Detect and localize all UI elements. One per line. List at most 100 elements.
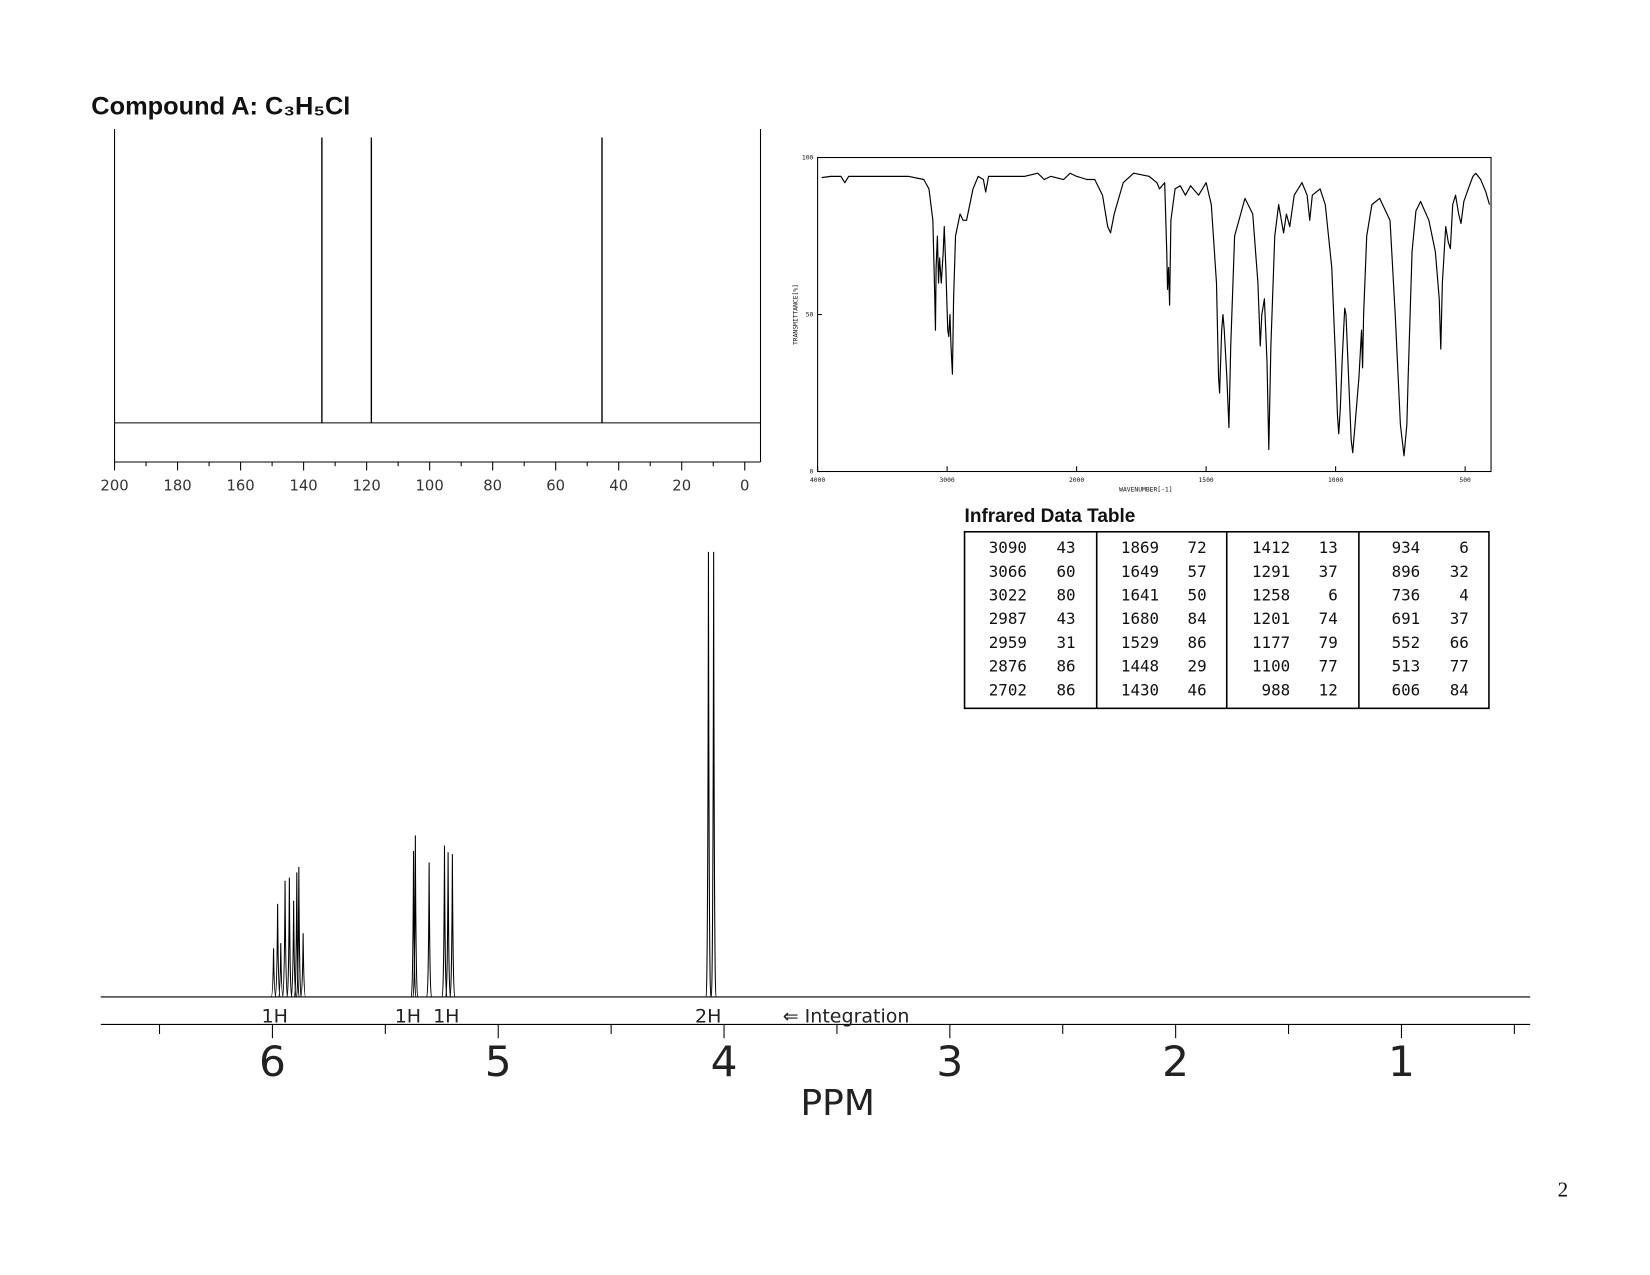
ir-spectrum — [821, 172, 1491, 457]
table-cell: 6 — [1328, 586, 1338, 605]
nmr-peak — [426, 862, 432, 998]
x-tick-label: 140 — [289, 477, 317, 494]
x-tick-label: 120 — [353, 477, 381, 494]
x-tick-label: 0 — [740, 477, 749, 494]
table-cell: 1869 — [1121, 538, 1159, 557]
x-tick-label: 60 — [546, 477, 565, 494]
x-tick-label: 160 — [226, 477, 254, 494]
table-cell: 84 — [1450, 680, 1469, 699]
table-cell: 86 — [1056, 657, 1075, 676]
table-cell: 37 — [1319, 562, 1338, 581]
integration-label: 1H — [433, 1006, 459, 1028]
table-cell: 37 — [1450, 609, 1469, 628]
table-cell: 896 — [1392, 562, 1421, 581]
table-cell: 934 — [1392, 538, 1421, 557]
x-tick-label: 4 — [711, 1037, 738, 1086]
nmr-peak — [277, 943, 284, 998]
table-cell: 77 — [1319, 657, 1338, 676]
table-cell: 691 — [1392, 609, 1421, 628]
nmr-peak — [282, 880, 288, 998]
table-cell: 1177 — [1252, 633, 1290, 652]
table-cell: 736 — [1392, 586, 1421, 605]
x-tick-label: 3000 — [939, 477, 954, 484]
table-cell: 513 — [1392, 657, 1421, 676]
nmr-peak — [410, 850, 417, 998]
table-cell: 3066 — [989, 562, 1027, 581]
nmr-peak — [293, 872, 300, 998]
table-cell: 12 — [1319, 680, 1338, 699]
table-cell: 79 — [1319, 633, 1338, 652]
table-cell: 86 — [1056, 680, 1075, 699]
y-tick-label: 0 — [810, 469, 814, 476]
nmr-peak — [295, 866, 302, 998]
table-cell: 29 — [1188, 657, 1207, 676]
x-tick-label: 2 — [1162, 1037, 1189, 1086]
table-cell: 60 — [1056, 562, 1075, 581]
table-cell: 50 — [1188, 586, 1207, 605]
x-tick-label: 3 — [936, 1037, 963, 1086]
table-cell: 74 — [1319, 609, 1338, 628]
nmr-peak — [710, 551, 717, 998]
table-cell: 1430 — [1121, 680, 1159, 699]
x-tick-label: 5 — [485, 1037, 512, 1086]
table-cell: 3090 — [989, 538, 1027, 557]
annotation: ⇐ Integration — [783, 1006, 910, 1028]
x-axis-label: PPM — [801, 1083, 875, 1124]
x-tick-label: 500 — [1459, 477, 1471, 484]
x-tick-label: 80 — [483, 477, 502, 494]
table-title: Infrared Data Table — [965, 506, 1136, 527]
table-cell: 1680 — [1121, 609, 1159, 628]
table-cell: 1529 — [1121, 633, 1159, 652]
y-axis-label: TRANSMITTANCE[%] — [792, 284, 799, 345]
table-cell: 2987 — [989, 609, 1027, 628]
nmr-peak — [445, 852, 451, 998]
nmr-peak — [270, 948, 277, 998]
table-cell: 46 — [1188, 680, 1207, 699]
x-tick-label: 2000 — [1069, 477, 1084, 484]
table-cell: 3022 — [989, 586, 1027, 605]
x-tick-label: 1000 — [1328, 477, 1343, 484]
table-cell: 13 — [1319, 538, 1338, 557]
x-tick-label: 200 — [100, 477, 128, 494]
table-cell: 2959 — [989, 633, 1027, 652]
x-tick-label: 180 — [163, 477, 191, 494]
title: Compound A: C₃H₅Cl — [91, 93, 350, 121]
table-cell: 31 — [1056, 633, 1075, 652]
x-tick-label: 1 — [1388, 1037, 1415, 1086]
nmr-peak — [441, 845, 448, 998]
table-cell: 1448 — [1121, 657, 1159, 676]
table-cell: 1201 — [1252, 609, 1290, 628]
x-tick-label: 20 — [672, 477, 691, 494]
table-cell: 1649 — [1121, 562, 1159, 581]
table-cell: 86 — [1188, 633, 1207, 652]
table-cell: 66 — [1450, 633, 1469, 652]
integration-label: 2H — [695, 1006, 721, 1028]
integration-label: 1H — [261, 1006, 287, 1028]
table-cell: 77 — [1450, 657, 1469, 676]
integration-label: 1H — [395, 1006, 421, 1028]
table-cell: 1412 — [1252, 538, 1290, 557]
nmr-peak — [449, 854, 456, 998]
table-cell: 32 — [1450, 562, 1469, 581]
y-tick-label: 50 — [806, 312, 814, 319]
y-tick-label: 100 — [802, 155, 814, 162]
x-tick-label: 40 — [609, 477, 628, 494]
table-cell: 80 — [1056, 586, 1075, 605]
table-cell: 1641 — [1121, 586, 1159, 605]
table-cell: 2702 — [989, 680, 1027, 699]
x-tick-label: 4000 — [810, 477, 825, 484]
x-tick-label: 6 — [259, 1037, 286, 1086]
table-cell: 1258 — [1252, 586, 1290, 605]
page-number: 2 — [1558, 1177, 1569, 1201]
x-axis-label: WAVENUMBER[-1] — [1119, 486, 1172, 493]
table-cell: 2876 — [989, 657, 1027, 676]
table-cell: 988 — [1262, 680, 1291, 699]
table-cell: 6 — [1459, 538, 1469, 557]
table-cell: 57 — [1188, 562, 1207, 581]
x-tick-label: 1500 — [1199, 477, 1214, 484]
plot-frame — [817, 156, 1492, 473]
table-cell: 552 — [1392, 633, 1421, 652]
table-cell: 43 — [1056, 609, 1075, 628]
